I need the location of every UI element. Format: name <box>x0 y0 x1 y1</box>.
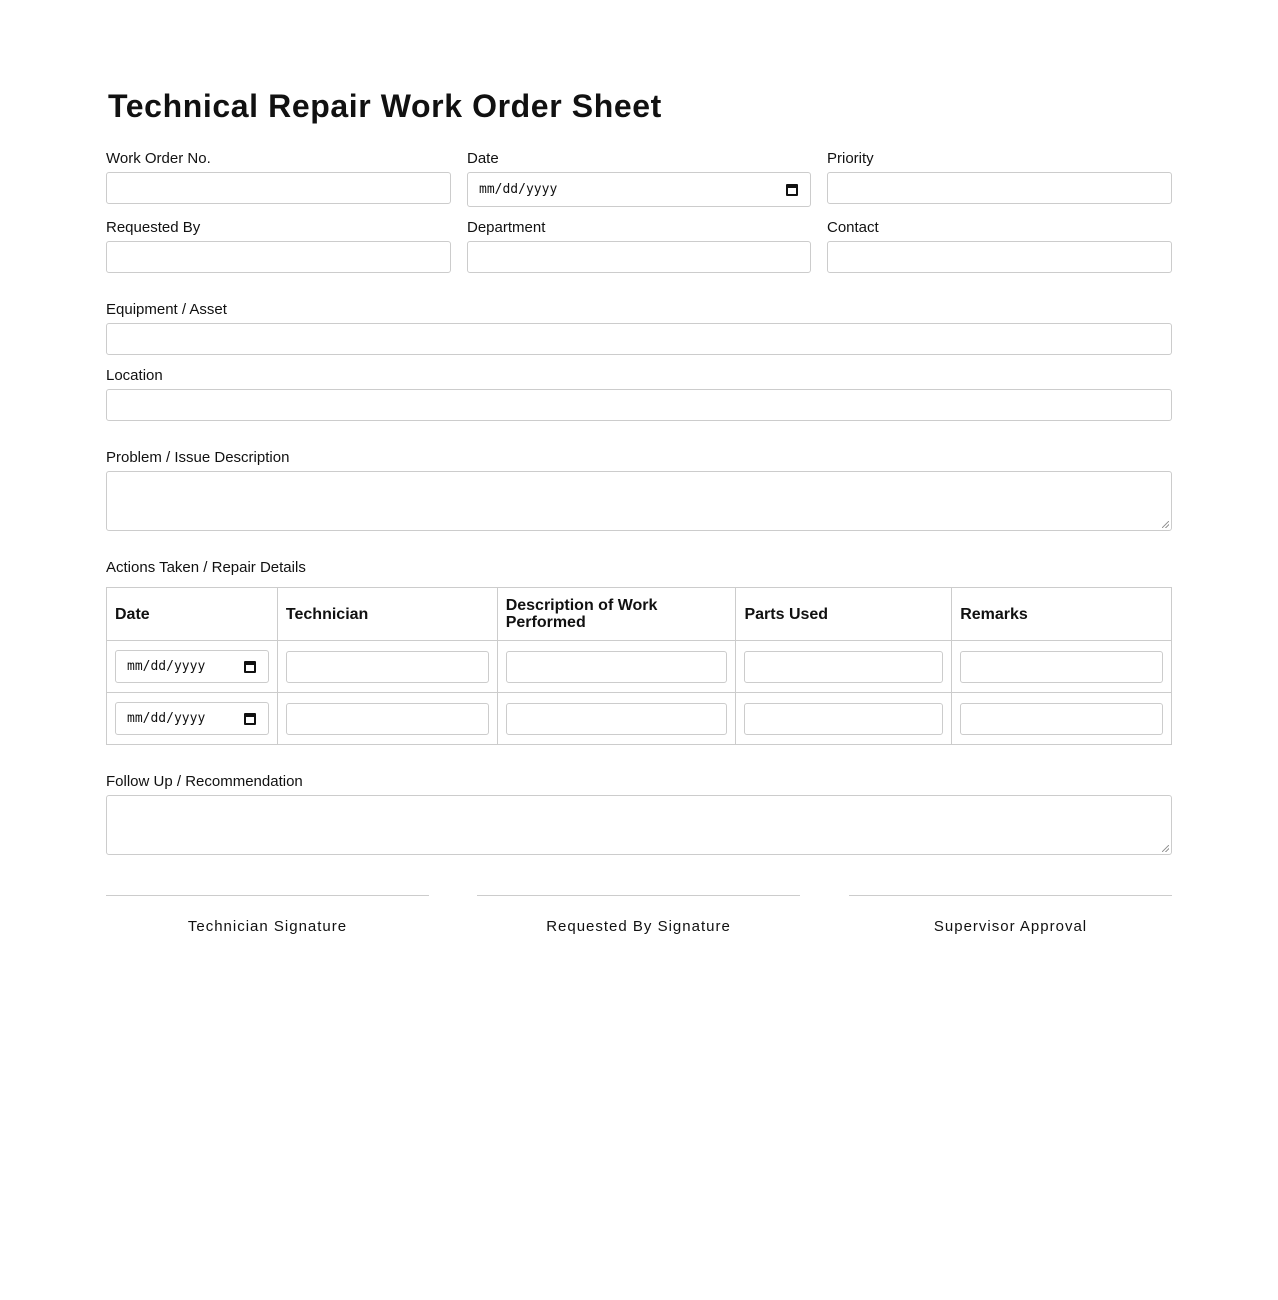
requested-by-signature-line <box>477 895 800 896</box>
row-date-input[interactable]: mm/dd/yyyy <box>115 702 269 735</box>
problem-label: Problem / Issue Description <box>106 449 290 466</box>
priority-label: Priority <box>827 150 874 167</box>
contact-input[interactable] <box>827 241 1172 273</box>
table-row: mm/dd/yyyy <box>106 692 1172 745</box>
department-input[interactable] <box>467 241 811 273</box>
repair-details-table: Date Technician Description of Work Perf… <box>106 587 1172 745</box>
description-input[interactable] <box>505 650 728 683</box>
date-input[interactable]: mm/dd/yyyy <box>467 172 811 207</box>
page-title: Technical Repair Work Order Sheet <box>108 88 662 124</box>
date-label: Date <box>467 150 499 167</box>
technician-signature-label: Technician Signature <box>187 918 348 935</box>
supervisor-approval-label: Supervisor Approval <box>933 918 1088 935</box>
date-placeholder: mm/dd/yyyy <box>127 659 206 674</box>
work-order-no-input[interactable] <box>106 172 451 204</box>
technician-signature-line <box>106 895 429 896</box>
date-placeholder: mm/dd/yyyy <box>127 711 206 726</box>
row-date-input[interactable]: mm/dd/yyyy <box>115 650 269 683</box>
contact-label: Contact <box>827 219 879 236</box>
equipment-label: Equipment / Asset <box>106 301 227 318</box>
priority-input[interactable] <box>827 172 1172 204</box>
calendar-icon[interactable] <box>786 183 798 196</box>
department-label: Department <box>467 219 546 236</box>
parts-used-input[interactable] <box>744 650 944 683</box>
location-label: Location <box>106 367 163 384</box>
follow-up-textarea[interactable] <box>106 795 1172 855</box>
location-input[interactable] <box>106 389 1172 421</box>
supervisor-signature-line <box>849 895 1172 896</box>
problem-textarea[interactable] <box>106 471 1172 531</box>
remarks-input[interactable] <box>960 702 1163 735</box>
requested-by-input[interactable] <box>106 241 451 273</box>
equipment-input[interactable] <box>106 323 1172 355</box>
header-date: Date <box>106 587 278 641</box>
remarks-input[interactable] <box>960 650 1163 683</box>
work-order-no-label: Work Order No. <box>106 150 211 167</box>
technician-input[interactable] <box>285 702 489 735</box>
header-remarks: Remarks <box>951 587 1172 641</box>
table-header-row: Date Technician Description of Work Perf… <box>106 587 1172 641</box>
header-description: Description of Work Performed <box>496 587 737 641</box>
requested-by-label: Requested By <box>106 219 201 236</box>
date-placeholder: mm/dd/yyyy <box>479 182 558 197</box>
actions-label: Actions Taken / Repair Details <box>106 559 306 576</box>
follow-up-label: Follow Up / Recommendation <box>106 773 303 790</box>
calendar-icon[interactable] <box>243 660 256 673</box>
table-row: mm/dd/yyyy <box>106 640 1172 693</box>
header-parts-used: Parts Used <box>735 587 953 641</box>
description-input[interactable] <box>505 702 728 735</box>
header-technician: Technician <box>276 587 498 641</box>
technician-input[interactable] <box>285 650 489 683</box>
parts-used-input[interactable] <box>744 702 944 735</box>
calendar-icon[interactable] <box>243 712 256 725</box>
requested-by-signature-label: Requested By Signature <box>546 918 731 935</box>
